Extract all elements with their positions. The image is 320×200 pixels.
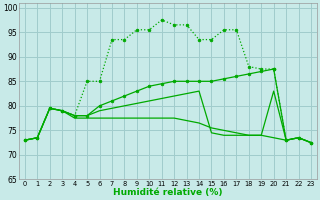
X-axis label: Humidité relative (%): Humidité relative (%) <box>113 188 223 197</box>
